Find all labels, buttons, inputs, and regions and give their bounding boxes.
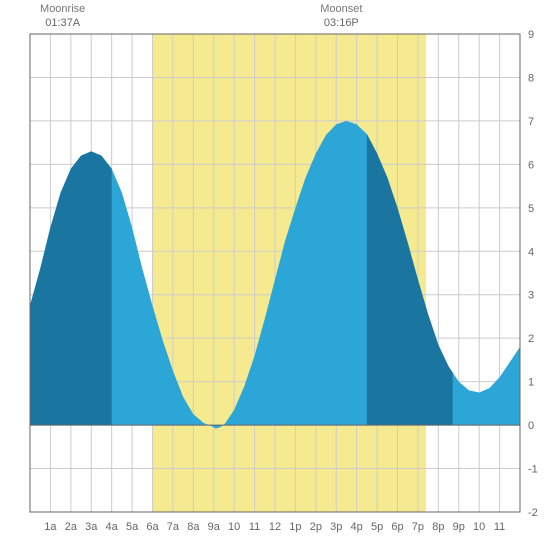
y-tick-label: 2 <box>528 333 534 345</box>
y-tick-label: -1 <box>528 464 538 476</box>
x-tick-label: 3a <box>85 521 98 533</box>
x-tick-label: 10 <box>228 521 240 533</box>
y-tick-label: 9 <box>528 29 534 41</box>
x-tick-label: 5p <box>371 521 383 533</box>
x-tick-label: 4p <box>351 521 363 533</box>
x-tick-label: 9p <box>453 521 465 533</box>
x-tick-label: 6a <box>146 521 159 533</box>
y-tick-label: 6 <box>528 159 534 171</box>
x-tick-label: 8a <box>187 521 200 533</box>
x-tick-label: 12 <box>269 521 281 533</box>
y-tick-label: 1 <box>528 377 534 389</box>
x-tick-label: 9a <box>208 521 221 533</box>
x-tick-label: 10 <box>473 521 485 533</box>
x-tick-label: 11 <box>494 521 505 533</box>
y-tick-label: 4 <box>528 246 534 258</box>
x-tick-label: 5a <box>126 521 139 533</box>
y-tick-label: 3 <box>528 290 534 302</box>
x-tick-label: 8p <box>432 521 444 533</box>
x-tick-label: 2a <box>65 521 78 533</box>
x-tick-label: 4a <box>106 521 119 533</box>
x-tick-label: 7p <box>412 521 424 533</box>
y-tick-label: 0 <box>528 420 534 432</box>
x-tick-label: 6p <box>391 521 403 533</box>
x-tick-label: 11 <box>249 521 260 533</box>
x-tick-label: 7a <box>167 521 180 533</box>
x-tick-label: 2p <box>310 521 322 533</box>
x-tick-label: 3p <box>330 521 342 533</box>
tide-chart: -2-101234567891a2a3a4a5a6a7a8a9a1011121p… <box>0 0 550 550</box>
y-tick-label: 5 <box>528 203 534 215</box>
y-tick-label: 7 <box>528 116 534 128</box>
y-tick-label: 8 <box>528 72 534 84</box>
y-tick-label: -2 <box>528 507 538 519</box>
x-tick-label: 1a <box>44 521 57 533</box>
x-tick-label: 1p <box>289 521 301 533</box>
